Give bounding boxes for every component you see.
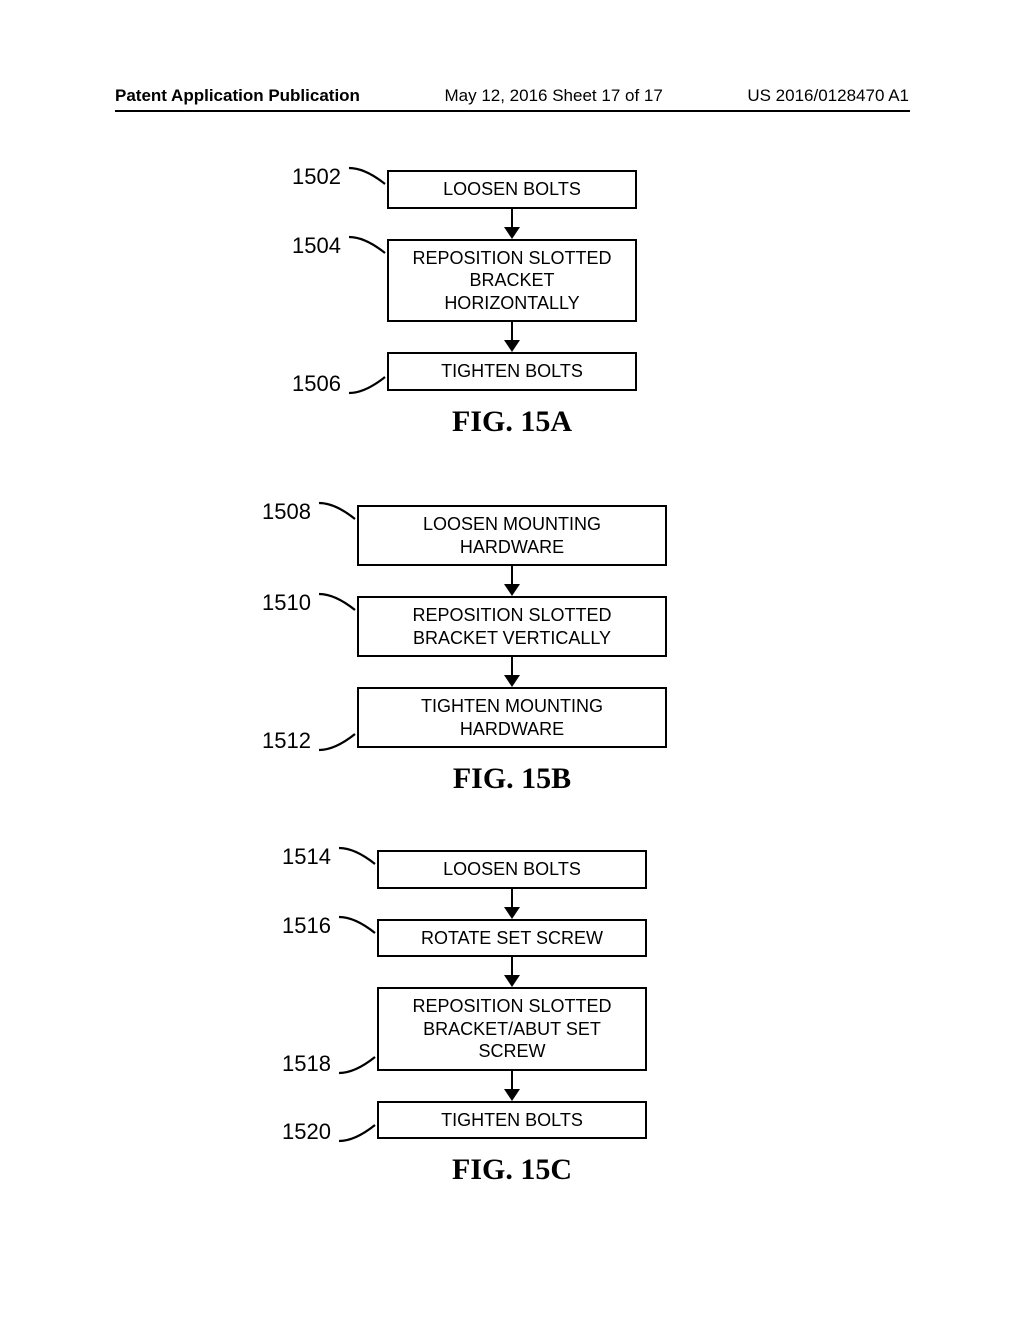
flow-step-text: LOOSEN MOUNTING HARDWARE: [423, 514, 601, 557]
flow-step-row: 1508LOOSEN MOUNTING HARDWARE: [247, 505, 777, 566]
fig15c-container: 1514LOOSEN BOLTS1516ROTATE SET SCREW1518…: [0, 850, 1024, 1187]
page-header: Patent Application Publication May 12, 2…: [0, 86, 1024, 106]
leader-line: [317, 730, 357, 754]
reference-numeral: 1510: [262, 590, 311, 616]
figure-caption: FIG. 15A: [452, 405, 572, 439]
fig15a-container: 1502LOOSEN BOLTS1504REPOSITION SLOTTEDBR…: [0, 170, 1024, 439]
flow-step-box: LOOSEN MOUNTING HARDWARE: [357, 505, 667, 566]
flow-step-text: BRACKET HORIZONTALLY: [444, 270, 579, 313]
reference-numeral: 1504: [292, 233, 341, 259]
flow-step-text: TIGHTEN BOLTS: [441, 1110, 583, 1130]
flow-step-row: 1504REPOSITION SLOTTEDBRACKET HORIZONTAL…: [277, 239, 747, 323]
reference-numeral: 1508: [262, 499, 311, 525]
flow-step-box: LOOSEN BOLTS: [387, 170, 637, 209]
flow-arrow-down: [504, 322, 520, 352]
header-right: US 2016/0128470 A1: [747, 86, 909, 106]
reference-numeral: 1520: [282, 1119, 331, 1145]
flow-step-box: REPOSITION SLOTTED BRACKET/ABUT SET SCREW: [377, 987, 647, 1071]
flow-step-text: ROTATE SET SCREW: [421, 928, 603, 948]
flow-step-row: 1502LOOSEN BOLTS: [277, 170, 747, 209]
leader-line: [337, 1121, 377, 1145]
flow-step-box: ROTATE SET SCREW: [377, 919, 647, 958]
leader-line: [337, 844, 377, 868]
flow-arrow-down: [504, 1071, 520, 1101]
flow-step-box: REPOSITION SLOTTED BRACKET VERTICALLY: [357, 596, 667, 657]
leader-line: [347, 233, 387, 257]
flow-step-text: REPOSITION SLOTTED: [412, 996, 611, 1016]
header-left: Patent Application Publication: [115, 86, 360, 106]
fig15c-flowchart: 1514LOOSEN BOLTS1516ROTATE SET SCREW1518…: [267, 850, 757, 1139]
flow-step-text: REPOSITION SLOTTED: [412, 605, 611, 625]
flow-step-row: 1514LOOSEN BOLTS: [267, 850, 757, 889]
leader-line: [317, 499, 357, 523]
reference-numeral: 1514: [282, 844, 331, 870]
flow-step-text: TIGHTEN MOUNTING HARDWARE: [421, 696, 603, 739]
reference-numeral: 1506: [292, 371, 341, 397]
figure-caption: FIG. 15C: [452, 1153, 572, 1187]
leader-line: [347, 164, 387, 188]
fig15b-flowchart: 1508LOOSEN MOUNTING HARDWARE 1510 REPOSITI…: [247, 505, 777, 748]
leader-line: [337, 913, 377, 937]
flow-step-row: 1518REPOSITION SLOTTEDBRACKET/ABUT SET S…: [267, 987, 757, 1071]
flow-arrow-down: [504, 657, 520, 687]
flow-step-text: BRACKET VERTICALLY: [413, 628, 611, 648]
flow-step-row: 1516ROTATE SET SCREW: [267, 919, 757, 958]
flow-arrow-down: [504, 209, 520, 239]
flow-step-text: LOOSEN BOLTS: [443, 859, 581, 879]
flow-step-text: BRACKET/ABUT SET SCREW: [423, 1019, 601, 1062]
header-rule: [115, 110, 910, 112]
leader-line: [337, 1053, 377, 1077]
flow-arrow-down: [504, 889, 520, 919]
flow-step-row: 1512TIGHTEN MOUNTING HARDWARE: [247, 687, 777, 748]
flow-step-box: TIGHTEN BOLTS: [377, 1101, 647, 1140]
figure-caption: FIG. 15B: [453, 762, 571, 796]
flow-step-row: 1506TIGHTEN BOLTS: [277, 352, 747, 391]
reference-numeral: 1512: [262, 728, 311, 754]
flow-arrow-down: [504, 957, 520, 987]
fig15b-container: 1508LOOSEN MOUNTING HARDWARE 1510 REPOSITI…: [0, 505, 1024, 796]
reference-numeral: 1502: [292, 164, 341, 190]
leader-line: [347, 373, 387, 397]
flow-step-text: LOOSEN BOLTS: [443, 179, 581, 199]
flow-step-text: REPOSITION SLOTTED: [412, 248, 611, 268]
flow-step-box: LOOSEN BOLTS: [377, 850, 647, 889]
leader-line: [317, 590, 357, 614]
flow-step-box: REPOSITION SLOTTEDBRACKET HORIZONTALLY: [387, 239, 637, 323]
header-center: May 12, 2016 Sheet 17 of 17: [444, 86, 662, 106]
flow-step-box: TIGHTEN BOLTS: [387, 352, 637, 391]
flow-step-row: 1520TIGHTEN BOLTS: [267, 1101, 757, 1140]
flow-step-box: TIGHTEN MOUNTING HARDWARE: [357, 687, 667, 748]
reference-numeral: 1518: [282, 1051, 331, 1077]
flow-step-text: TIGHTEN BOLTS: [441, 361, 583, 381]
fig15a-flowchart: 1502LOOSEN BOLTS1504REPOSITION SLOTTEDBR…: [277, 170, 747, 391]
reference-numeral: 1516: [282, 913, 331, 939]
flow-step-row: 1510REPOSITION SLOTTEDBRACKET VERTICALLY: [247, 596, 777, 657]
flow-arrow-down: [504, 566, 520, 596]
